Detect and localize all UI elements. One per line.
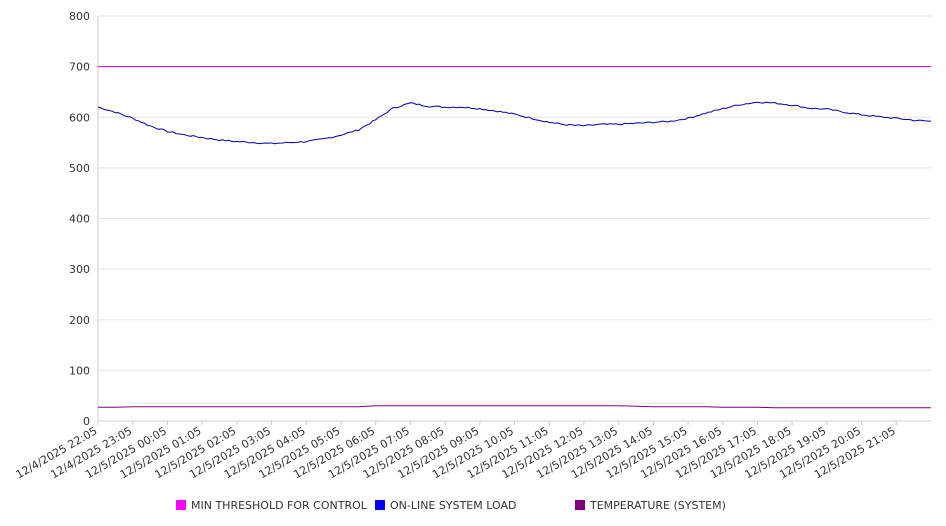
series-line-temperature	[98, 405, 931, 409]
series-line-system-load	[97, 101, 932, 145]
y-tick-label: 600	[69, 111, 90, 124]
y-tick-label: 400	[69, 213, 90, 226]
legend-item-temperature: TEMPERATURE (SYSTEM)	[575, 497, 726, 513]
y-tick-label: 500	[69, 162, 90, 175]
legend-swatch-min-threshold	[176, 500, 186, 510]
legend-label-temperature: TEMPERATURE (SYSTEM)	[590, 498, 726, 512]
y-tick-label: 100	[69, 364, 90, 377]
legend: MIN THRESHOLD FOR CONTROL ON-LINE SYSTEM…	[0, 497, 946, 517]
series-lines	[97, 66, 932, 409]
y-tick-label: 200	[69, 314, 90, 327]
legend-label-system-load: ON-LINE SYSTEM LOAD	[390, 498, 517, 512]
y-tick-label: 700	[69, 61, 90, 74]
axes	[97, 16, 931, 425]
legend-swatch-temperature	[575, 500, 585, 510]
y-tick-label: 300	[69, 263, 90, 276]
legend-label-min-threshold: MIN THRESHOLD FOR CONTROL	[191, 498, 367, 512]
y-tick-label: 0	[83, 415, 90, 428]
y-tick-labels: 0 100 200 300 400 500 600 700 800	[69, 10, 90, 428]
legend-item-min-threshold: MIN THRESHOLD FOR CONTROL	[176, 497, 367, 513]
legend-item-system-load: ON-LINE SYSTEM LOAD	[375, 497, 516, 513]
y-tick-label: 800	[69, 10, 90, 23]
grid-lines	[98, 15, 931, 371]
legend-swatch-system-load	[375, 500, 385, 510]
